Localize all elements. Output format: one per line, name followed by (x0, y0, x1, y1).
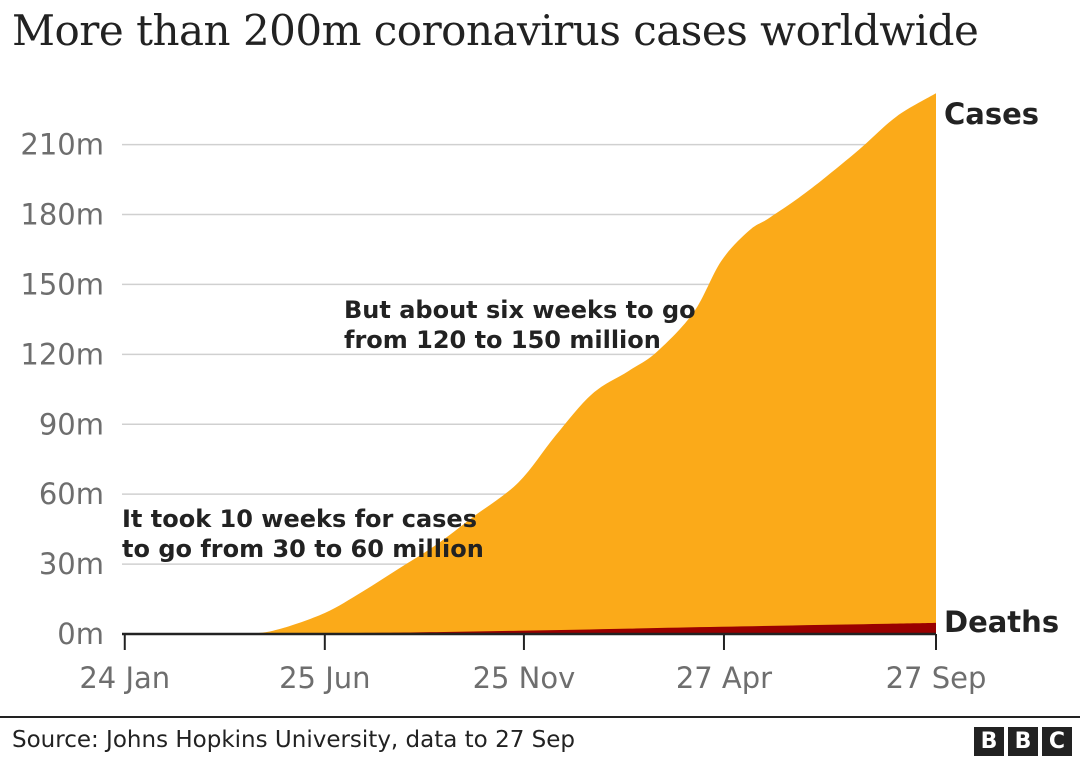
annotation-1-line: But about six weeks to go (344, 296, 696, 324)
footer-divider (0, 716, 1080, 718)
y-tick-label: 180m (20, 198, 104, 232)
annotation-1-line: from 120 to 150 million (344, 326, 661, 354)
x-tick-label: 27 Apr (676, 661, 772, 695)
annotation-2-line: to go from 30 to 60 million (122, 535, 484, 563)
y-tick-label: 120m (20, 337, 104, 371)
y-tick-label: 30m (39, 547, 104, 581)
logo-letter-b2: B (1008, 727, 1038, 756)
x-tick-label: 25 Nov (473, 661, 576, 695)
y-tick-label: 210m (20, 128, 104, 162)
area-chart: 0m 30m 60m 90m 120m 150m 180m 210m 24 Jan 25 Jun 2… (20, 93, 1059, 695)
series-label-cases: Cases (944, 97, 1039, 131)
x-tick-label: 27 Sep (886, 661, 987, 695)
chart-title: More than 200m coronavirus cases worldwi… (12, 6, 979, 55)
cases-area (122, 93, 936, 635)
logo-letter-b1: B (974, 727, 1004, 756)
series-label-deaths: Deaths (944, 605, 1059, 639)
y-tick-label: 0m (57, 617, 104, 651)
x-tick-label: 25 Jun (279, 661, 370, 695)
bbc-logo: B B C (974, 727, 1072, 756)
deaths-area (122, 622, 936, 634)
x-tick-label: 24 Jan (79, 661, 170, 695)
logo-letter-c: C (1042, 727, 1072, 756)
y-tick-label: 150m (20, 267, 104, 301)
y-tick-label: 60m (39, 477, 104, 511)
source-note: Source: Johns Hopkins University, data t… (12, 727, 575, 753)
annotation-2-line: It took 10 weeks for cases (122, 505, 477, 533)
y-tick-label: 90m (39, 407, 104, 441)
